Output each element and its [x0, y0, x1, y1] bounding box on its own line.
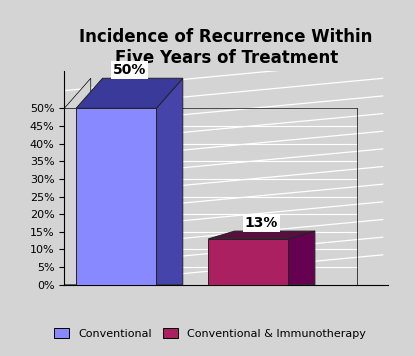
- Polygon shape: [156, 78, 183, 285]
- Polygon shape: [76, 78, 183, 108]
- Polygon shape: [76, 108, 156, 285]
- Polygon shape: [288, 231, 315, 285]
- Polygon shape: [208, 239, 288, 285]
- Polygon shape: [64, 78, 91, 285]
- Text: 13%: 13%: [245, 216, 278, 230]
- Legend: Conventional, Conventional & Immunotherapy: Conventional, Conventional & Immunothera…: [49, 324, 371, 343]
- Text: 50%: 50%: [113, 63, 146, 77]
- Title: Incidence of Recurrence Within
Five Years of Treatment: Incidence of Recurrence Within Five Year…: [80, 28, 373, 67]
- Polygon shape: [208, 231, 315, 239]
